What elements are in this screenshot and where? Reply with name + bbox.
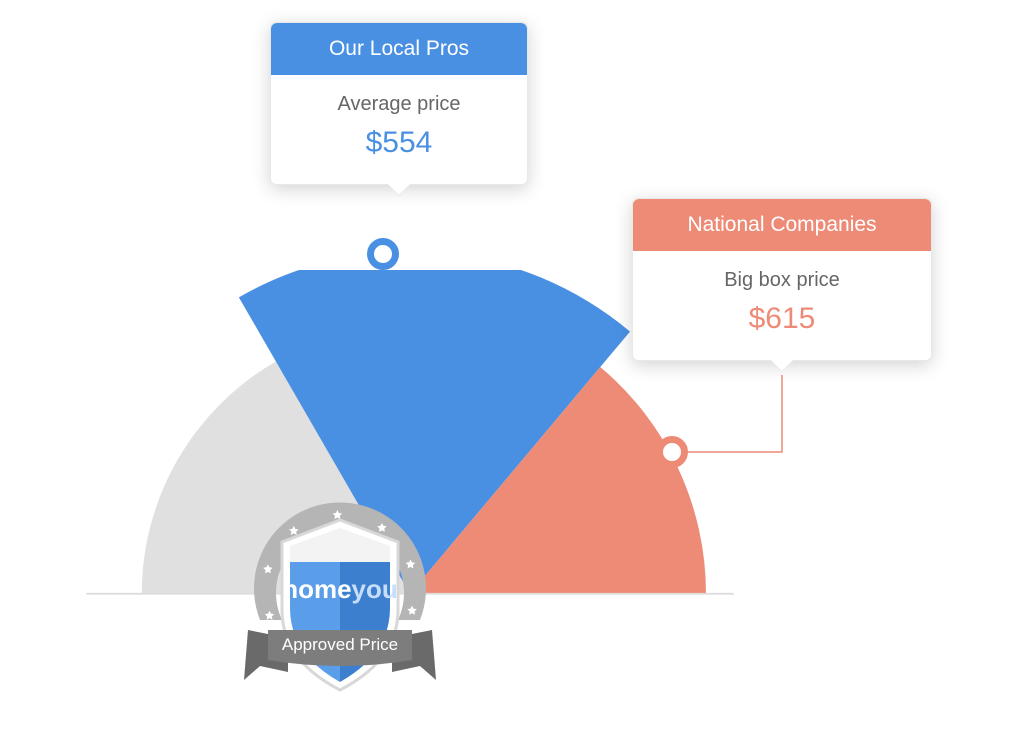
callout-local-label: Average price xyxy=(295,93,503,116)
approved-price-badge: homeyou Approved Price xyxy=(230,490,450,730)
callout-national-price: $615 xyxy=(657,302,907,336)
callout-local-pros: Our Local Pros Average price $554 xyxy=(270,22,528,185)
callout-local-pointer xyxy=(387,184,411,196)
callout-local-price: $554 xyxy=(295,126,503,160)
callout-national-header: National Companies xyxy=(633,199,931,251)
ribbon-text: Approved Price xyxy=(282,635,398,654)
callout-local-body: Average price $554 xyxy=(271,75,527,184)
callout-national-pointer xyxy=(770,360,794,372)
callout-national-companies: National Companies Big box price $615 xyxy=(632,198,932,361)
brand-text: homeyou xyxy=(282,574,398,604)
callout-local-header: Our Local Pros xyxy=(271,23,527,75)
marker-national xyxy=(656,436,688,468)
badge-svg: homeyou Approved Price xyxy=(230,490,450,730)
callout-national-body: Big box price $615 xyxy=(633,251,931,360)
callout-national-label: Big box price xyxy=(657,269,907,292)
marker-local xyxy=(367,238,399,270)
